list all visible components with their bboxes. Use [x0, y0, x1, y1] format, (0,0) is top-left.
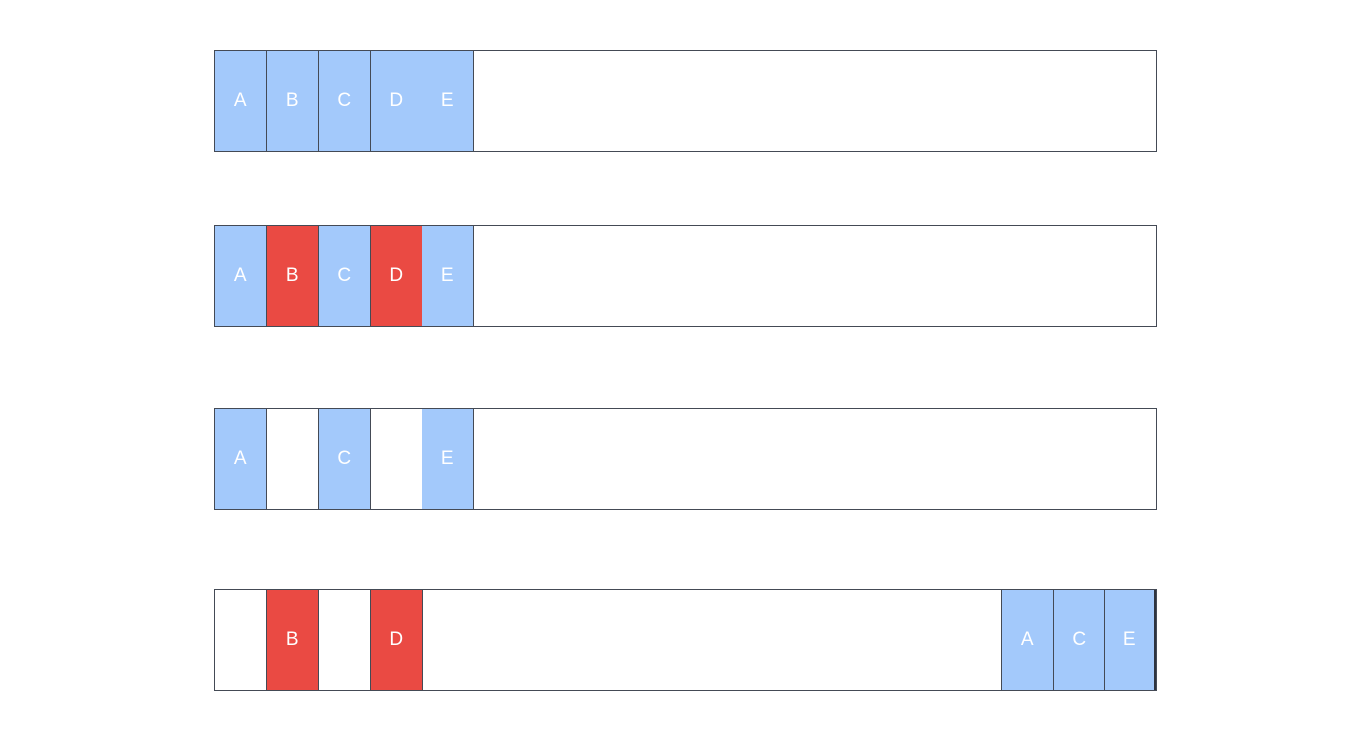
block-d: D: [371, 226, 423, 326]
block-b: B: [267, 590, 319, 690]
block-e: E: [1104, 590, 1156, 690]
block-a: A: [1001, 590, 1053, 690]
block-c: C: [319, 51, 371, 151]
row-3: A C E: [214, 408, 1157, 510]
block-c: C: [319, 226, 371, 326]
block-e: E: [422, 226, 474, 326]
block-a: A: [215, 409, 267, 509]
block-e: E: [422, 409, 474, 509]
empty-slot: [371, 409, 423, 509]
block-c: C: [1053, 590, 1105, 690]
block-b: B: [267, 226, 319, 326]
row-2: A B C D E: [214, 225, 1157, 327]
block-b: B: [267, 51, 319, 151]
row-1: A B C D E: [214, 50, 1157, 152]
row-4: B D A C E: [214, 589, 1157, 691]
block-d: D: [371, 590, 423, 690]
block-e: E: [422, 51, 474, 151]
block-a: A: [215, 51, 267, 151]
empty-slot: [215, 590, 267, 690]
block-a: A: [215, 226, 267, 326]
empty-slot: [319, 590, 371, 690]
empty-slot: [267, 409, 319, 509]
block-c: C: [319, 409, 371, 509]
block-d: D: [371, 51, 423, 151]
